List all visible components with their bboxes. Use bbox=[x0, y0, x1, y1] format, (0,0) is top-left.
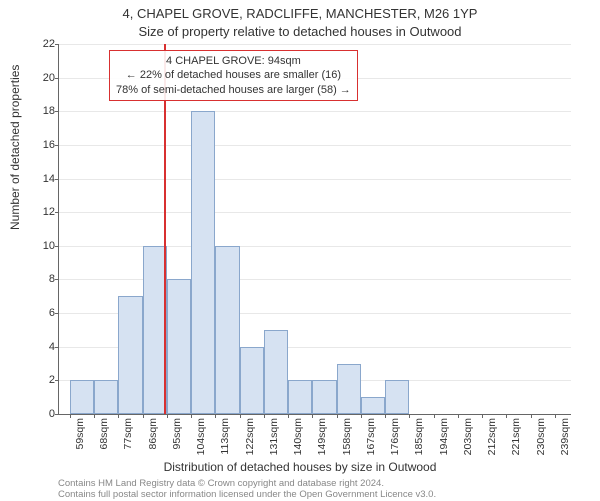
histogram-bar bbox=[215, 246, 239, 414]
grid-line bbox=[59, 44, 571, 45]
annotation-line-2: ← 22% of detached houses are smaller (16… bbox=[116, 68, 351, 82]
ytick-mark bbox=[55, 347, 59, 348]
xtick-mark bbox=[264, 414, 265, 418]
xtick-mark bbox=[167, 414, 168, 418]
chart-container: 4, CHAPEL GROVE, RADCLIFFE, MANCHESTER, … bbox=[0, 0, 600, 500]
ytick-label: 4 bbox=[35, 341, 55, 353]
footer: Contains HM Land Registry data © Crown c… bbox=[58, 478, 436, 501]
ytick-mark bbox=[55, 313, 59, 314]
ytick-label: 14 bbox=[35, 173, 55, 185]
grid-line bbox=[59, 145, 571, 146]
title-line-1: 4, CHAPEL GROVE, RADCLIFFE, MANCHESTER, … bbox=[0, 6, 600, 21]
ytick-mark bbox=[55, 212, 59, 213]
xtick-mark bbox=[482, 414, 483, 418]
xtick-mark bbox=[143, 414, 144, 418]
ytick-label: 2 bbox=[35, 374, 55, 386]
histogram-bar bbox=[94, 380, 118, 414]
ytick-mark bbox=[55, 246, 59, 247]
footer-line-1: Contains HM Land Registry data © Crown c… bbox=[58, 478, 436, 489]
ytick-mark bbox=[55, 111, 59, 112]
xtick-mark bbox=[361, 414, 362, 418]
xtick-mark bbox=[240, 414, 241, 418]
ytick-mark bbox=[55, 145, 59, 146]
xtick-mark bbox=[555, 414, 556, 418]
xtick-mark bbox=[312, 414, 313, 418]
ytick-mark bbox=[55, 279, 59, 280]
annotation-line-1: 4 CHAPEL GROVE: 94sqm bbox=[116, 54, 351, 68]
footer-line-2: Contains full postal sector information … bbox=[58, 489, 436, 500]
grid-line bbox=[59, 179, 571, 180]
ytick-label: 12 bbox=[35, 206, 55, 218]
histogram-bar bbox=[385, 380, 409, 414]
histogram-bar bbox=[312, 380, 336, 414]
xtick-mark bbox=[288, 414, 289, 418]
title-line-2: Size of property relative to detached ho… bbox=[0, 24, 600, 39]
ytick-label: 18 bbox=[35, 105, 55, 117]
histogram-bar bbox=[167, 279, 191, 414]
xtick-mark bbox=[215, 414, 216, 418]
ytick-mark bbox=[55, 44, 59, 45]
y-axis-label: Number of detached properties bbox=[8, 65, 22, 230]
ytick-label: 10 bbox=[35, 240, 55, 252]
xtick-mark bbox=[70, 414, 71, 418]
ytick-label: 6 bbox=[35, 307, 55, 319]
ytick-label: 0 bbox=[35, 408, 55, 420]
histogram-bar bbox=[70, 380, 94, 414]
xtick-mark bbox=[506, 414, 507, 418]
annotation-line-3: 78% of semi-detached houses are larger (… bbox=[116, 83, 351, 97]
annotation-box: 4 CHAPEL GROVE: 94sqm ← 22% of detached … bbox=[109, 50, 358, 101]
ytick-label: 22 bbox=[35, 38, 55, 50]
grid-line bbox=[59, 279, 571, 280]
ytick-label: 20 bbox=[35, 72, 55, 84]
xtick-mark bbox=[191, 414, 192, 418]
histogram-bar bbox=[361, 397, 385, 414]
xtick-mark bbox=[409, 414, 410, 418]
histogram-bar bbox=[288, 380, 312, 414]
ytick-label: 16 bbox=[35, 139, 55, 151]
ytick-mark bbox=[55, 179, 59, 180]
ytick-mark bbox=[55, 78, 59, 79]
xtick-mark bbox=[94, 414, 95, 418]
xtick-mark bbox=[531, 414, 532, 418]
histogram-bar bbox=[337, 364, 361, 414]
histogram-bar bbox=[240, 347, 264, 414]
xtick-mark bbox=[337, 414, 338, 418]
x-axis-label: Distribution of detached houses by size … bbox=[0, 460, 600, 474]
grid-line bbox=[59, 111, 571, 112]
histogram-bar bbox=[191, 111, 215, 414]
xtick-mark bbox=[118, 414, 119, 418]
xtick-mark bbox=[458, 414, 459, 418]
ytick-mark bbox=[55, 414, 59, 415]
xtick-mark bbox=[385, 414, 386, 418]
ytick-mark bbox=[55, 380, 59, 381]
plot-area: 0246810121416182022 4 CHAPEL GROVE: 94sq… bbox=[58, 44, 571, 415]
ytick-label: 8 bbox=[35, 273, 55, 285]
histogram-bar bbox=[264, 330, 288, 414]
grid-line bbox=[59, 212, 571, 213]
xtick-mark bbox=[434, 414, 435, 418]
histogram-bar bbox=[118, 296, 142, 414]
grid-line bbox=[59, 246, 571, 247]
